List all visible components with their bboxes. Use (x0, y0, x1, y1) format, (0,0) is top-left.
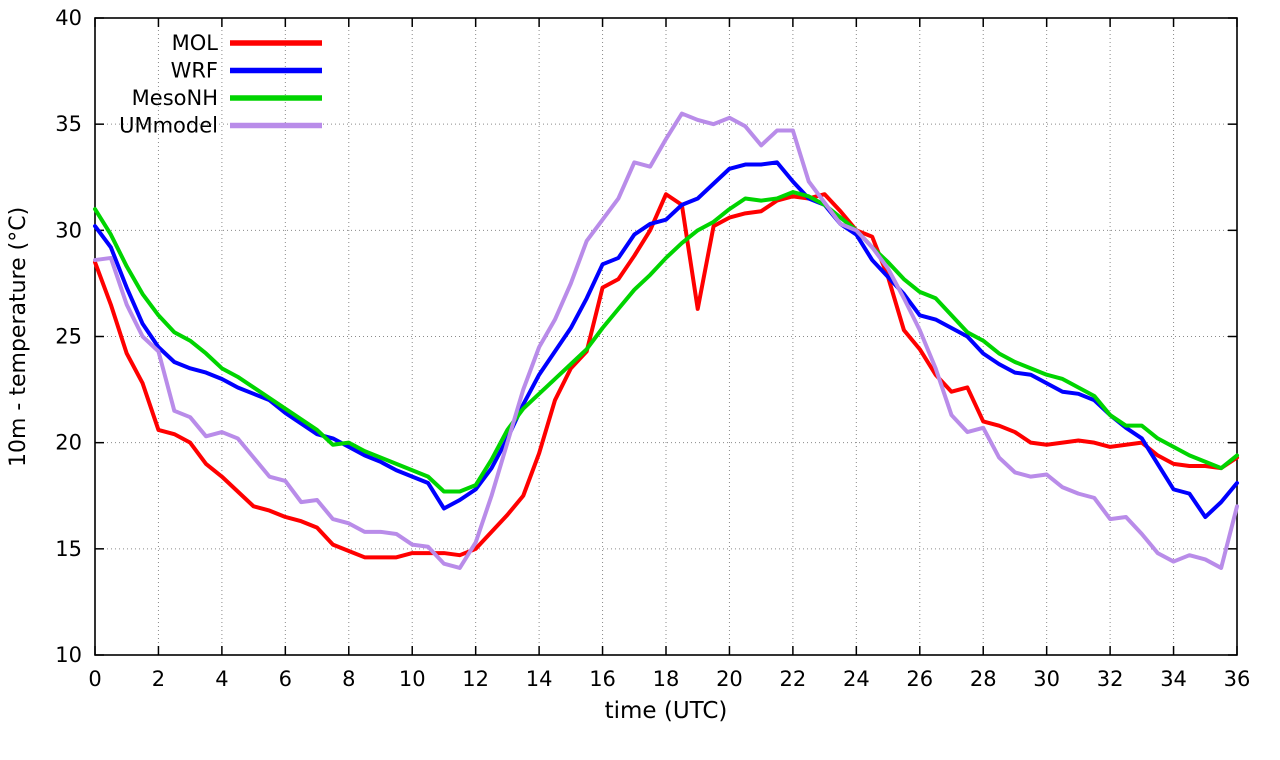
x-tick-label: 26 (906, 667, 933, 691)
y-tick-label: 25 (55, 325, 82, 349)
x-tick-label: 0 (88, 667, 101, 691)
series-line-MOL (93, 192, 1239, 560)
y-tick-label: 20 (55, 431, 82, 455)
x-tick-label: 8 (342, 667, 355, 691)
x-tick-label: 32 (1097, 667, 1124, 691)
x-tick-label: 18 (653, 667, 680, 691)
legend-label: WRF (171, 59, 218, 83)
legend-label: MOL (172, 31, 219, 55)
axis-tick-labels: 0 2 4 6 8 10 12 14 16 18 20 22 24 26 28 30 32 34 361015202… (55, 6, 1250, 691)
series-line-WRF (93, 160, 1239, 519)
y-tick-label: 10 (55, 643, 82, 667)
x-tick-label: 20 (716, 667, 743, 691)
series-line-MesoNH (93, 190, 1239, 494)
x-tick-label: 30 (1033, 667, 1060, 691)
legend-label: MesoNH (132, 86, 218, 110)
x-tick-label: 4 (215, 667, 228, 691)
x-tick-label: 14 (526, 667, 553, 691)
y-tick-label: 30 (55, 218, 82, 242)
legend-item: MOL (172, 31, 322, 55)
y-tick-label: 35 (55, 112, 82, 136)
y-tick-label: 15 (55, 537, 82, 561)
x-tick-label: 36 (1224, 667, 1251, 691)
x-tick-label: 12 (462, 667, 489, 691)
y-axis-title: 10m - temperature (°C) (6, 206, 31, 467)
x-tick-label: 34 (1160, 667, 1187, 691)
x-axis-title: time (UTC) (604, 698, 728, 724)
plot-border (94, 17, 1238, 656)
axis-ticks (94, 17, 1238, 656)
series-line-UMmodel (93, 111, 1239, 570)
y-tick-label: 40 (55, 6, 82, 30)
x-tick-label: 2 (152, 667, 165, 691)
legend-item: MesoNH (132, 86, 322, 110)
x-tick-label: 24 (843, 667, 870, 691)
x-tick-label: 28 (970, 667, 997, 691)
x-tick-label: 6 (279, 667, 292, 691)
legend-item: WRF (171, 59, 322, 83)
x-tick-label: 22 (780, 667, 807, 691)
x-tick-label: 16 (589, 667, 616, 691)
grid (95, 18, 1237, 655)
legend-label: UMmodel (119, 114, 218, 138)
legend-item: UMmodel (119, 114, 322, 138)
legend: MOL WRF MesoNH UMmodel (119, 31, 322, 138)
x-tick-label: 10 (399, 667, 426, 691)
